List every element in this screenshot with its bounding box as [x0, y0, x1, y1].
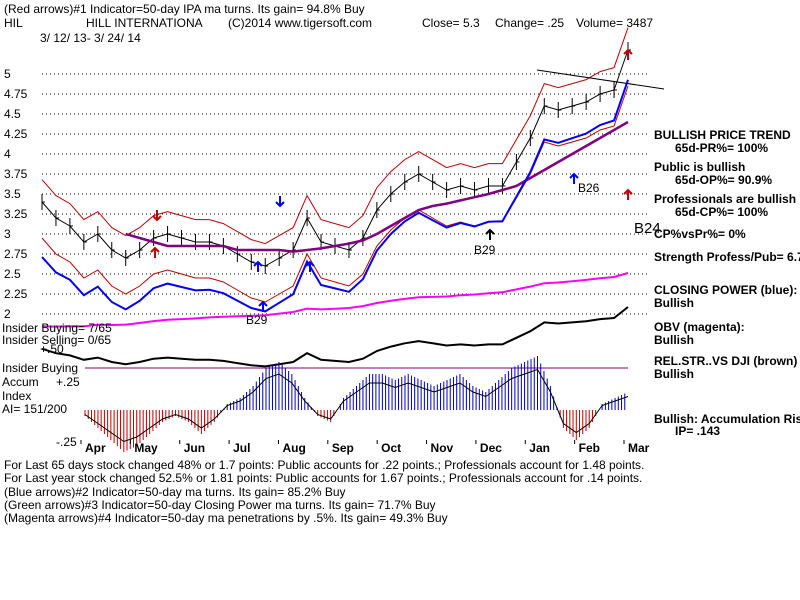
ip-value: IP= .143: [675, 424, 721, 438]
strength-value: Strength Profess/Pub= 6.7: [654, 250, 800, 264]
price-tick-label: 4.75: [4, 87, 28, 101]
indicator-line-blue: (Blue arrows)#2 Indicator=50-day ma turn…: [4, 485, 346, 499]
relstr-label: REL.STR..VS DJI (brown): [654, 354, 798, 368]
indicator-line-red: (Red arrows)#1 Indicator=50-day IPA ma t…: [4, 2, 365, 16]
price-tick-label: 3: [4, 227, 11, 241]
price-tick-label: 4.5: [4, 107, 21, 121]
relstr-line: [41, 306, 629, 368]
price-tick-label: 3.75: [4, 167, 28, 181]
insider-buying-label: Insider Buying: [2, 361, 79, 375]
copyright: (C)2014 www.tigersoft.com: [228, 16, 373, 30]
cpvspr-value: CP%vsPr%= 0%: [654, 227, 746, 241]
closing-power-line: [41, 79, 629, 313]
price-tick-labels: 5 4.75 4.5 4.25 4 3.75 3.5 3.25 3 2.75 2.5 2.25 2: [4, 67, 28, 321]
price-bands: [41, 27, 629, 303]
change-value: Change= .25: [495, 16, 565, 30]
accum-tick-50: +.50: [40, 342, 64, 356]
insider-buying: Insider Buying= 7/65: [2, 321, 112, 335]
up-arrow: [253, 260, 263, 272]
volume-value: Volume= 3487: [576, 16, 654, 30]
pros-bullish: Professionals are bullish: [654, 192, 797, 206]
accum-label: Accum: [2, 375, 39, 389]
indicator-line-green: (Green arrows)#3 Indicator=50-day Closin…: [4, 498, 436, 512]
annotation-b29-low: B29: [246, 313, 268, 327]
op-value: 65d-OP%= 90.9%: [675, 173, 773, 187]
price-bars: [41, 42, 631, 274]
indicator-line-magenta: (Magenta arrows)#4 Indicator=50-day ma p…: [4, 511, 448, 525]
bullish-trend: BULLISH PRICE TREND: [654, 128, 791, 142]
up-arrow: [623, 48, 633, 60]
company-name: HILL INTERNATIONA: [86, 16, 203, 30]
month-label: Oct: [381, 441, 401, 455]
accum-histogram: [84, 356, 626, 452]
price-tick-label: 2.75: [4, 247, 28, 261]
down-arrow: [152, 210, 162, 222]
up-arrow: [305, 260, 315, 272]
month-label: Aug: [282, 441, 305, 455]
obv-label: OBV (magenta):: [654, 320, 745, 334]
up-arrow: [569, 172, 579, 184]
ai-label: AI= 151/200: [2, 402, 68, 416]
obv-status: Bullish: [654, 333, 695, 347]
up-arrow: [485, 228, 495, 240]
price-tick-label: 5: [4, 67, 11, 81]
month-label: Nov: [431, 441, 454, 455]
up-arrow: [623, 188, 633, 200]
annotation-b24: B24: [634, 220, 661, 237]
signal-arrows: [150, 48, 633, 312]
price-tick-label: 3.5: [4, 187, 21, 201]
cp-value: 65d-CP%= 100%: [675, 205, 769, 219]
ticker: HIL: [4, 16, 23, 30]
upper-band: [41, 27, 629, 245]
accum-rising: Bullish: Accumulation Risi: [654, 412, 800, 426]
price-tick-label: 4: [4, 147, 11, 161]
obv-line: [41, 272, 629, 328]
footer-year: For Last year stock changed 52.5% or 1.8…: [4, 471, 643, 485]
month-label: Feb: [579, 441, 600, 455]
pr-value: 65d-PR%= 100%: [675, 141, 769, 155]
annotation-b26: B26: [578, 181, 600, 195]
month-label: Sep: [332, 441, 354, 455]
up-arrow: [258, 300, 268, 312]
accum-tick-neg25: -.25: [56, 435, 77, 449]
up-arrow: [150, 246, 160, 258]
month-label: May: [134, 441, 158, 455]
close-value: Close= 5.3: [422, 16, 480, 30]
price-tick-label: 2.25: [4, 287, 28, 301]
insider-selling: Insider Selling= 0/65: [2, 333, 112, 347]
grid-lines: [42, 73, 650, 315]
annotation-b29: B29: [474, 243, 496, 257]
index-label: Index: [2, 389, 32, 403]
month-label: Dec: [480, 441, 502, 455]
month-labels: Apr May Jun Jul Aug Sep Oct Nov Dec Jan Feb Mar: [80, 440, 650, 455]
accum-tick-25: +.25: [56, 375, 80, 389]
down-arrow: [275, 196, 285, 208]
month-label: Mar: [628, 441, 650, 455]
month-label: Apr: [85, 441, 106, 455]
price-tick-label: 2.5: [4, 267, 21, 281]
closing-power-status: Bullish: [654, 296, 695, 310]
accum-ma-line: [84, 368, 629, 443]
price-tick-label: 3.25: [4, 207, 28, 221]
month-label: Jul: [233, 441, 250, 455]
price-tick-label: 4.25: [4, 127, 28, 141]
ma50-line: [125, 120, 629, 253]
date-range: 3/ 12/ 13- 3/ 24/ 14: [40, 31, 141, 45]
price-tick-label: 2: [4, 307, 11, 321]
closing-power-label: CLOSING POWER (blue):: [654, 283, 798, 297]
footer-65d: For Last 65 days stock changed 48% or 1.…: [4, 458, 645, 472]
relstr-status: Bullish: [654, 367, 695, 381]
public-bullish: Public is bullish: [654, 160, 746, 174]
month-label: Jan: [529, 441, 550, 455]
resistance-line: [536, 69, 665, 90]
month-label: Jun: [184, 441, 205, 455]
